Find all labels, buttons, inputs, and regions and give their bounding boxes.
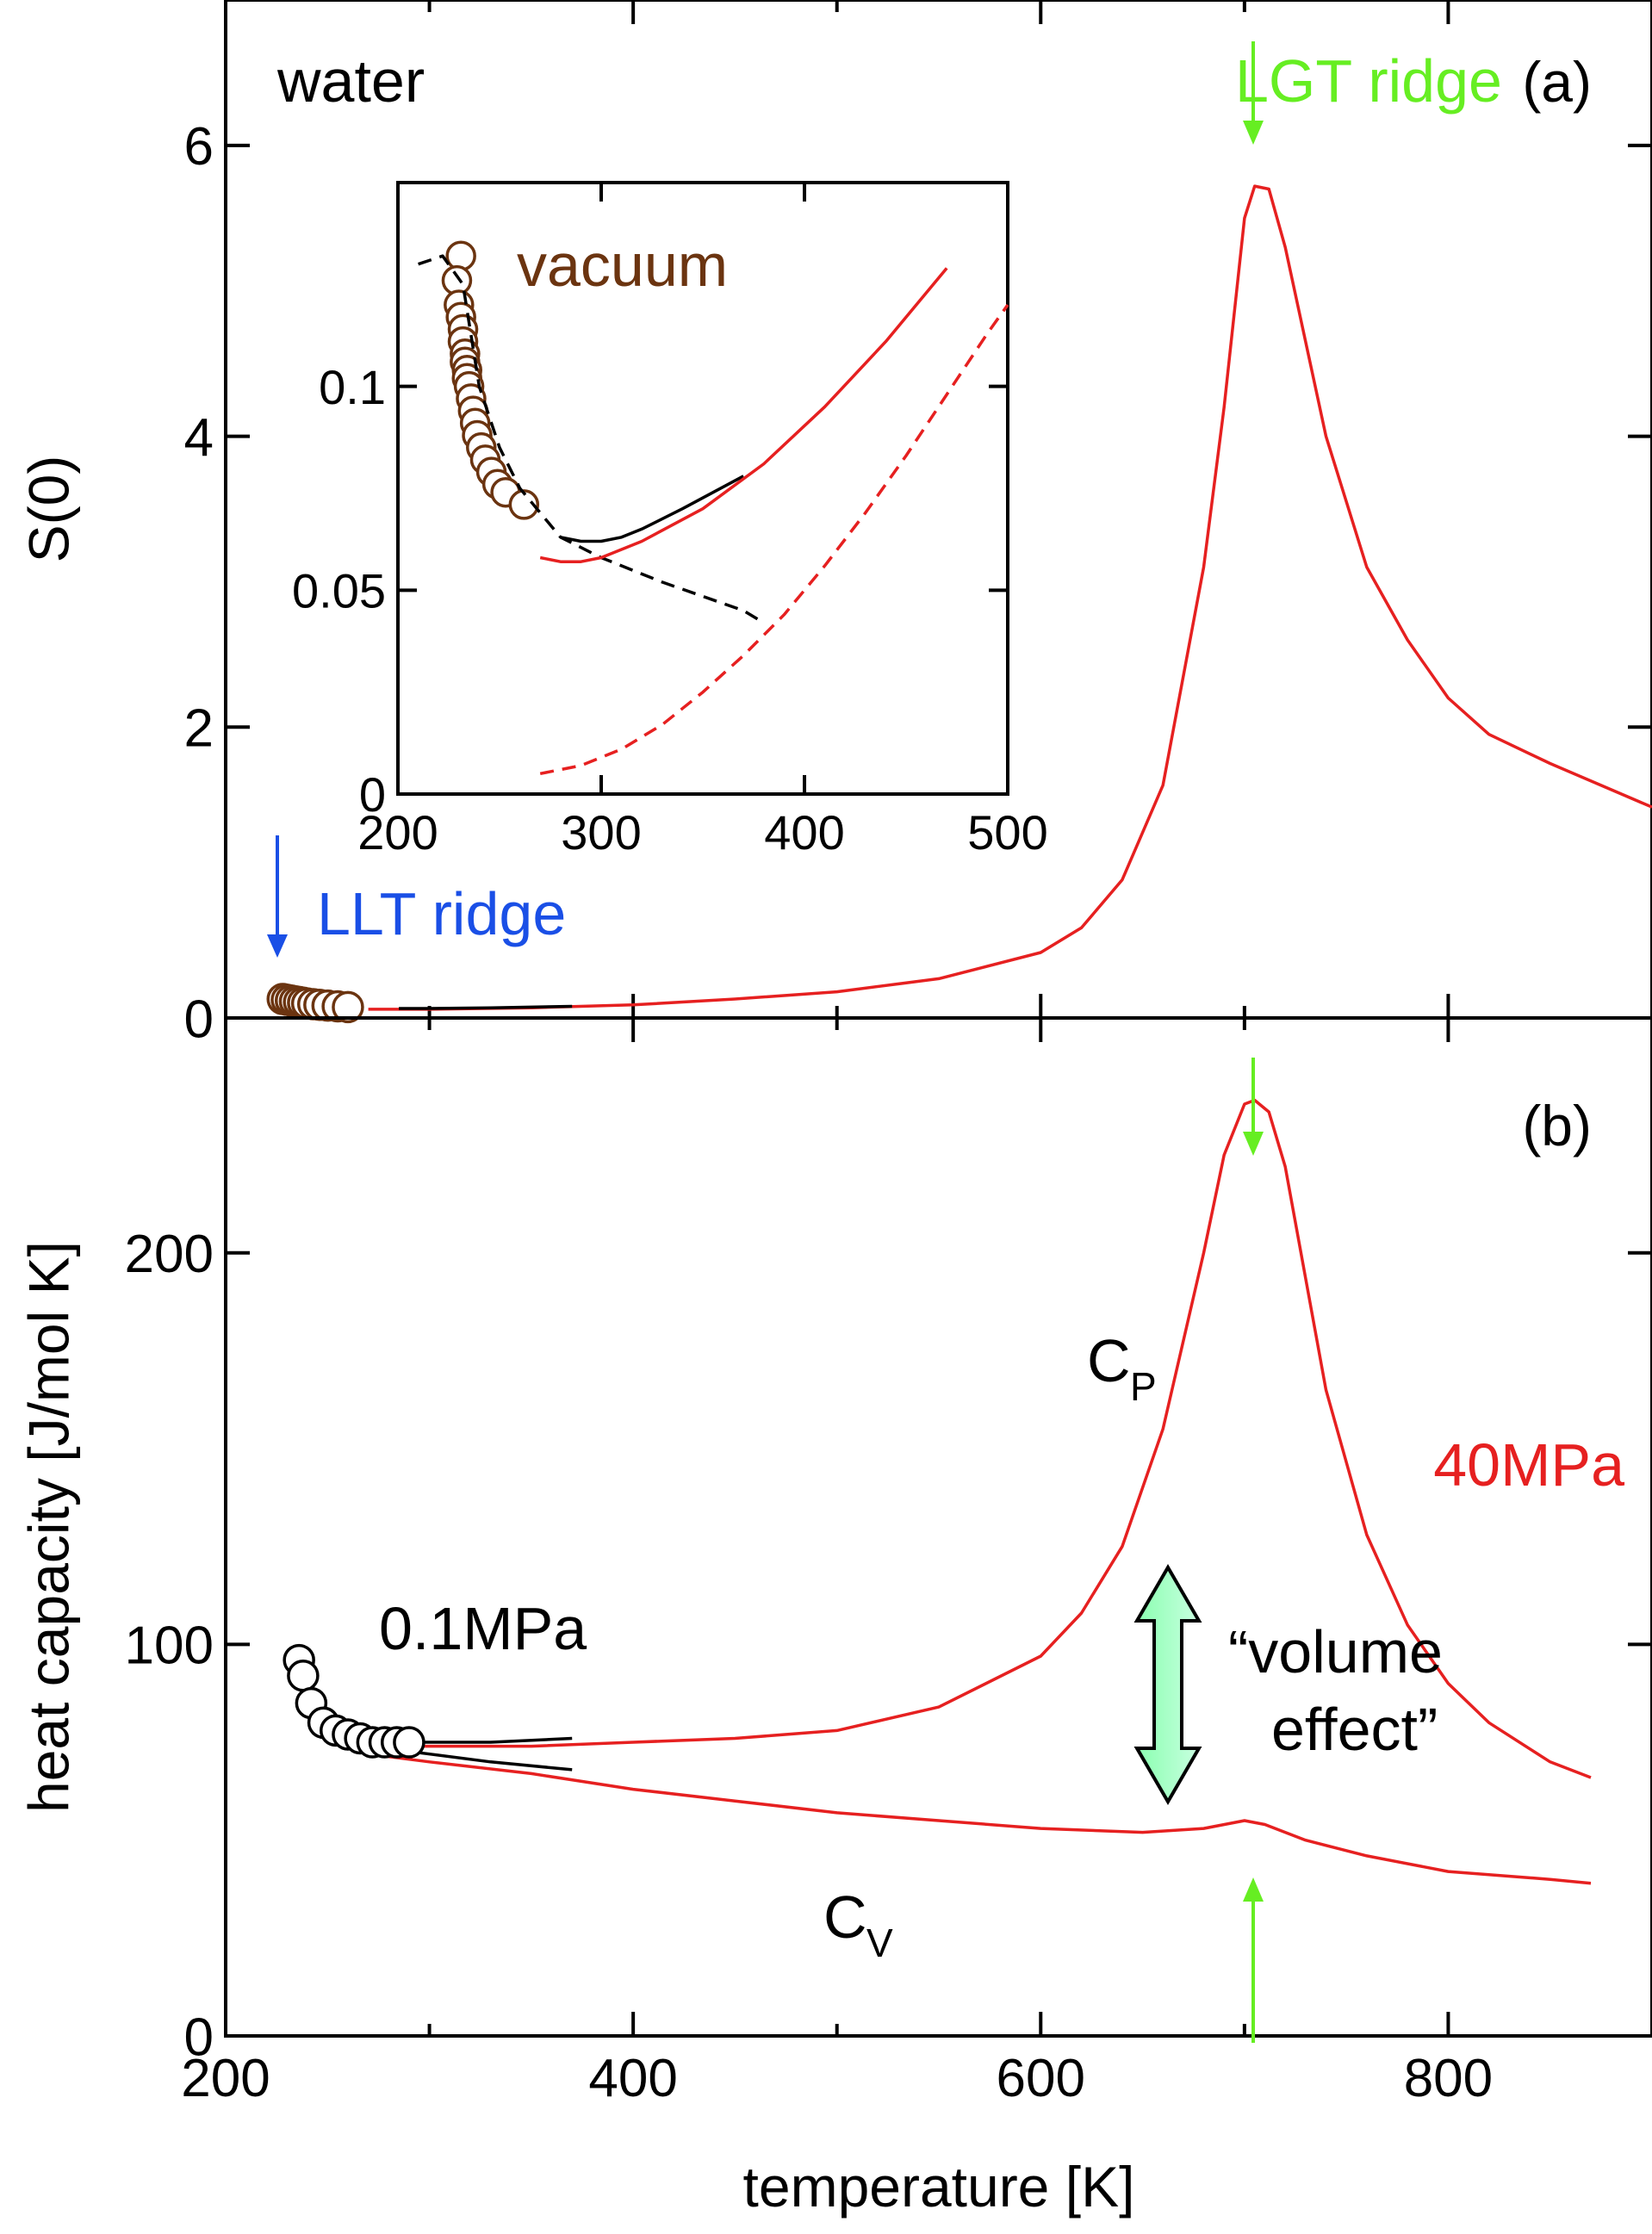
- x-tick-label: 500: [967, 805, 1047, 859]
- panel-b-xlabel: temperature [K]: [743, 2155, 1135, 2218]
- llt-ridge-arrow: [267, 835, 288, 958]
- data-point-exp_vacuum: [445, 240, 476, 271]
- panel-b-series: [283, 1098, 1592, 1885]
- volume-effect-line1: “volume: [1228, 1618, 1443, 1685]
- cp-label: C: [1087, 1327, 1131, 1394]
- x-tick-label: 200: [181, 2049, 270, 2108]
- pressure-40mpa-label: 40MPa: [1433, 1431, 1624, 1499]
- y-tick-label: 6: [184, 117, 214, 177]
- data-point-exp_0.1MPa: [393, 1726, 425, 1759]
- series-line-dashed_black: [418, 254, 765, 624]
- panel-b-ticks: 200 400 600 800 0 100 200: [125, 1018, 1652, 2108]
- data-point-exp_vacuum: [508, 489, 540, 520]
- panel-a: 0 2 4 6 S(0) water (a) LGT ridge LLT ridge: [16, 0, 1652, 1049]
- inset-series: [418, 240, 1009, 776]
- x-tick-label: 200: [357, 805, 438, 859]
- y-tick-label: 0: [359, 767, 386, 822]
- y-tick-label: 0: [184, 990, 214, 1049]
- x-tick-label: 400: [588, 2049, 677, 2108]
- panel-a-ylabel: S(0): [16, 456, 80, 563]
- inset-ticks: 200 300 400 500 0 0.05 0.1: [292, 183, 1048, 859]
- y-tick-label: 4: [184, 408, 214, 468]
- x-tick-label: 300: [561, 805, 641, 859]
- data-point-exp_vacuum: [332, 990, 364, 1024]
- y-tick-label: 100: [125, 1617, 214, 1676]
- panel-a-ticks: 0 2 4 6: [184, 0, 1652, 1049]
- series-line-calc_40MPa: [368, 184, 1652, 1011]
- y-tick-label: 0.1: [319, 360, 386, 414]
- series-line-solid_red: [539, 267, 948, 563]
- panel-b-frame: [224, 1016, 1652, 2038]
- series-line-dashed_red: [539, 303, 1009, 776]
- panel-a-title: water: [276, 47, 425, 115]
- cv-bottom-arrow: [1243, 1877, 1264, 2043]
- panel-b-ylabel: heat capacity [J/mol K]: [16, 1241, 80, 1813]
- y-tick-label: 200: [125, 1225, 214, 1284]
- inset-title: vacuum: [517, 232, 728, 299]
- panel-a-series: [266, 184, 1652, 1024]
- x-tick-label: 800: [1404, 2049, 1493, 2108]
- y-tick-label: 0: [184, 2007, 214, 2067]
- y-tick-label: 2: [184, 699, 214, 759]
- x-tick-label: 600: [997, 2049, 1085, 2108]
- cp-subscript: P: [1130, 1364, 1157, 1409]
- volume-effect-line2: effect”: [1271, 1696, 1438, 1763]
- llt-ridge-label: LLT ridge: [317, 880, 566, 947]
- pressure-0.1mpa-label: 0.1MPa: [379, 1595, 587, 1662]
- lgt-ridge-arrow: [1243, 41, 1264, 145]
- panel-b-label: (b): [1522, 1094, 1592, 1157]
- inset-chart: 200 300 400 500 0 0.05 0.1 vacuum: [292, 181, 1048, 859]
- series-line-Cp_40MPa: [368, 1098, 1592, 1779]
- data-point-exp_0.1MPa: [287, 1660, 320, 1692]
- series-line-calc_0.1MPa: [399, 1004, 573, 1010]
- cv-label: C: [823, 1883, 867, 1951]
- lgt-ridge-label: LGT ridge: [1235, 47, 1502, 115]
- series-line-Cv_40MPa: [368, 1752, 1592, 1885]
- volume-effect-arrow: [1133, 1564, 1202, 1805]
- series-line-solid_black: [560, 475, 745, 543]
- cv-subscript: V: [866, 1921, 893, 1965]
- cp-top-arrow: [1243, 1058, 1264, 1156]
- panel-a-label: (a): [1522, 50, 1592, 114]
- y-tick-label: 0.05: [292, 563, 386, 617]
- panel-b: 200 400 600 800 0 100 200 heat capacity [J/mol…: [16, 1016, 1652, 2218]
- x-tick-label: 400: [764, 805, 844, 859]
